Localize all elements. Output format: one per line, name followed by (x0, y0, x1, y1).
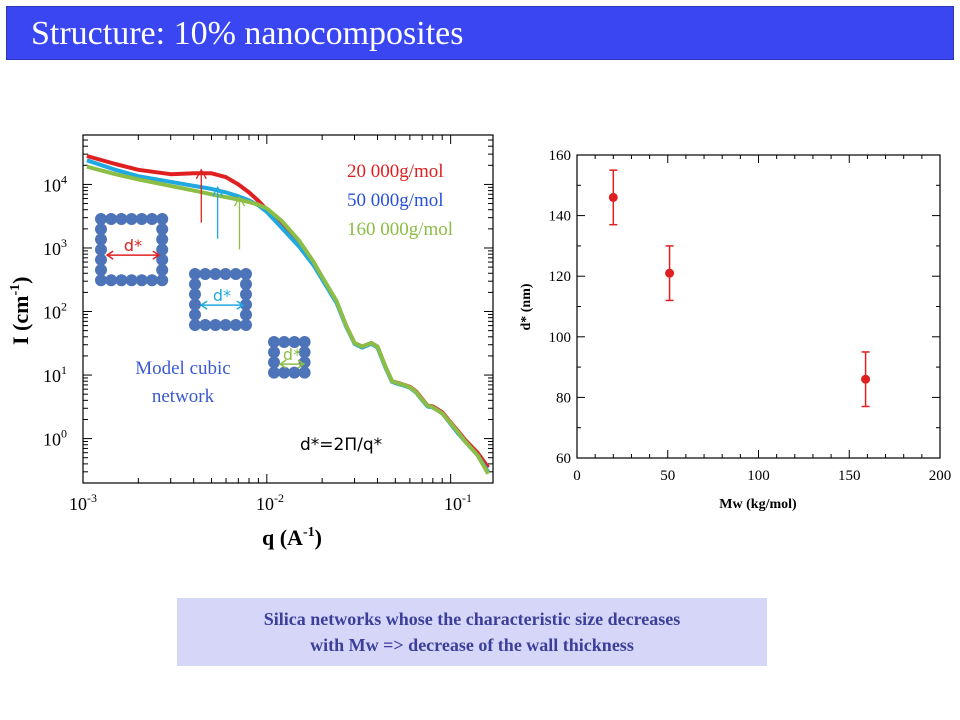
silica-particle (189, 278, 201, 291)
silica-particle (146, 274, 158, 287)
silica-particle (199, 319, 212, 331)
saxs-curves (86, 154, 490, 475)
model-label-line2: network (152, 386, 215, 407)
silica-particle (156, 253, 169, 266)
peak-arrow-head (195, 168, 207, 180)
caption-line-1: Silica networks whose the characteristic… (263, 609, 681, 629)
silica-particle (189, 319, 201, 331)
silica-particle (209, 268, 222, 280)
title-bar: Structure: 10% nanocomposites (6, 6, 954, 60)
model-label-line1: Model cubic (135, 358, 231, 379)
saxs-y-tick-labels: 100 101 102 103 104 (43, 172, 67, 449)
y-tick-label: 101 (43, 363, 67, 386)
silica-particle (229, 268, 242, 280)
saxs-arrows (195, 168, 246, 250)
silica-particle (278, 336, 291, 348)
silica-particle (240, 288, 252, 301)
silica-particle (240, 268, 252, 280)
x-tick-label: 10-3 (69, 491, 97, 514)
silica-particle (209, 319, 222, 331)
network-illustration-small: d* (268, 336, 311, 379)
legend-series-1: 20 000g/mol (347, 161, 444, 182)
silica-particle (189, 298, 201, 311)
silica-particle (288, 366, 301, 379)
silica-particle (240, 308, 252, 321)
y-tick-label: 102 (43, 300, 67, 323)
silica-particle (95, 264, 107, 276)
saxs-curve-3 (86, 164, 490, 475)
silica-particle (156, 243, 169, 256)
silica-particle (240, 278, 252, 291)
silica-particle (298, 336, 311, 348)
saxs-x-axis-label: q (A-1) (262, 525, 322, 550)
saxs-plot-frame (82, 134, 494, 484)
legend-series-2: 50 000g/mol (347, 190, 444, 211)
silica-particle (135, 213, 148, 225)
silica-particle (95, 243, 107, 256)
silica-particle (95, 253, 107, 266)
silica-particle (95, 233, 107, 246)
x-tick-label: 10-1 (444, 491, 472, 514)
silica-particle (189, 308, 201, 321)
silica-particle (125, 274, 138, 287)
network-illustration-large: d* (95, 213, 169, 287)
silica-particle (268, 346, 280, 359)
formula-label: d*=2Π/q* (300, 435, 382, 455)
silica-particle (298, 366, 311, 379)
network-illustration-medium: d* (189, 268, 252, 331)
silica-particle (288, 336, 301, 348)
saxs-y-axis-label: I (cm-1) (8, 277, 33, 345)
silica-particle (240, 298, 252, 311)
silica-particle (268, 356, 280, 369)
dstar-label: d* (283, 345, 301, 364)
silica-particle (95, 274, 107, 287)
y-tick-label: 100 (43, 427, 67, 450)
silica-particle (298, 346, 311, 359)
silica-particle (105, 213, 118, 225)
x-tick-label: 10-2 (256, 491, 284, 514)
silica-particle (105, 274, 118, 287)
silica-particle (156, 223, 169, 236)
silica-particle (189, 268, 201, 280)
silica-particle (189, 288, 201, 301)
silica-particle (240, 319, 252, 331)
silica-particle (156, 233, 169, 246)
dstar-label: d* (124, 236, 142, 255)
silica-particle (219, 268, 232, 280)
silica-particle (115, 213, 128, 225)
silica-particle (156, 213, 169, 225)
silica-particle (115, 274, 128, 287)
silica-particle (156, 274, 169, 287)
silica-particle (156, 264, 169, 276)
y-tick-label: 104 (43, 172, 67, 195)
y-tick-label: 103 (43, 236, 67, 259)
silica-particle (199, 268, 212, 280)
legend-series-3: 160 000g/mol (347, 219, 453, 240)
silica-particle (219, 319, 232, 331)
caption-line-2: with Mw => decrease of the wall thicknes… (310, 635, 634, 655)
silica-particle (95, 223, 107, 236)
silica-particle (95, 213, 107, 225)
caption-box: Silica networks whose the characteristic… (177, 598, 767, 666)
peak-arrow-head (233, 195, 246, 207)
silica-particle (278, 366, 291, 379)
silica-particle (268, 336, 280, 348)
silica-particle (135, 274, 148, 287)
silica-particle (229, 319, 242, 331)
silica-particle (268, 366, 280, 379)
silica-particle (125, 213, 138, 225)
silica-particle (146, 213, 158, 225)
dstar-label: d* (213, 286, 231, 305)
slide-title: Structure: 10% nanocomposites (31, 15, 464, 52)
saxs-ticks (82, 134, 493, 484)
peak-arrow-head (212, 186, 224, 197)
